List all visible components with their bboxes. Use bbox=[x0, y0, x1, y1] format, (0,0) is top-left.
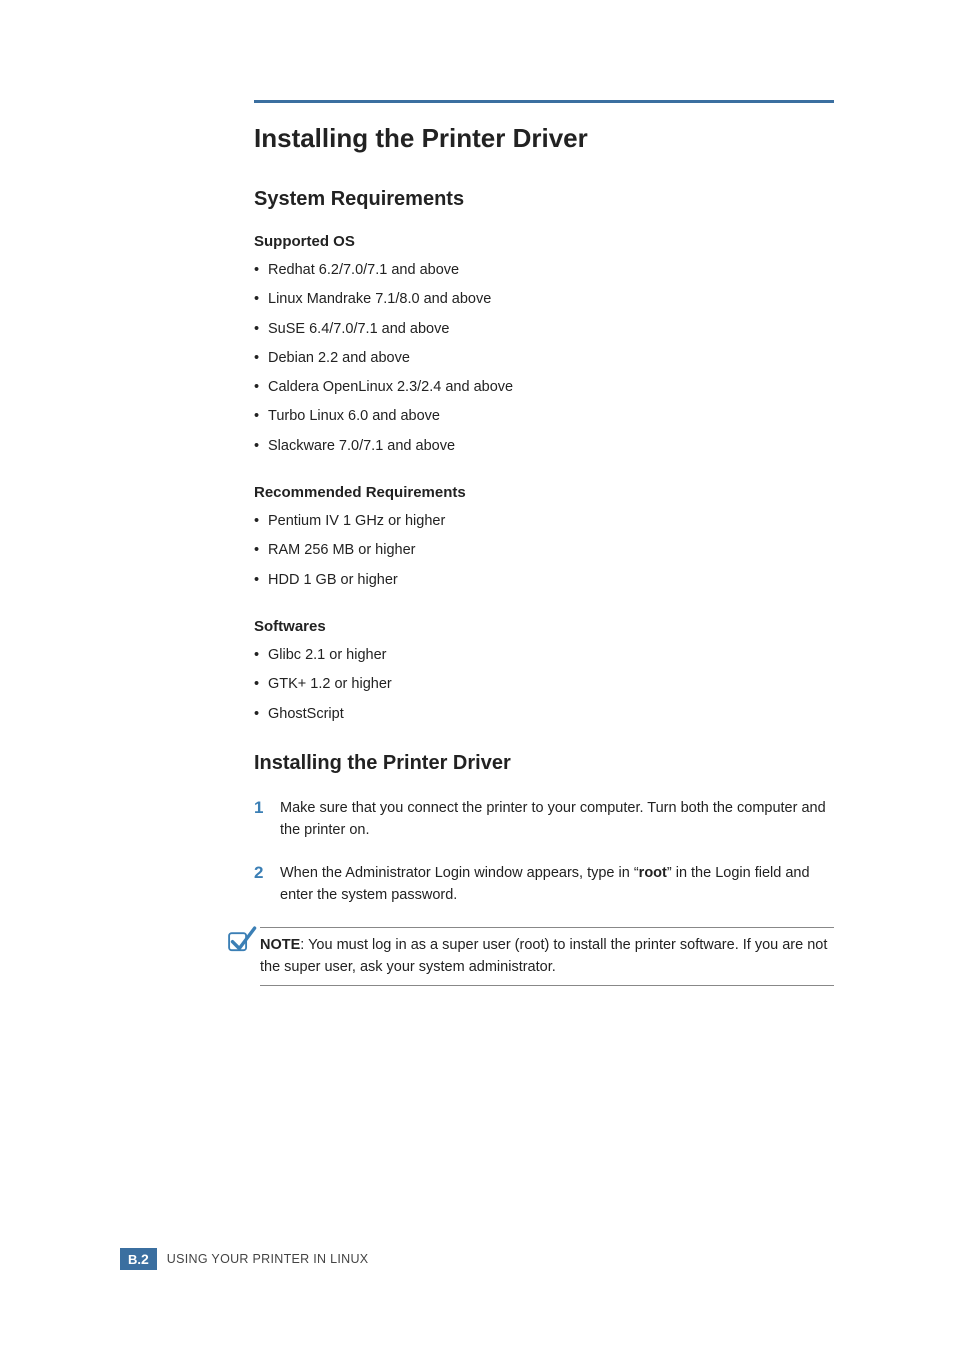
supported-os-list: Redhat 6.2/7.0/7.1 and above Linux Mandr… bbox=[254, 260, 834, 456]
list-item: Linux Mandrake 7.1/8.0 and above bbox=[254, 289, 834, 309]
list-item: Caldera OpenLinux 2.3/2.4 and above bbox=[254, 377, 834, 397]
list-item: HDD 1 GB or higher bbox=[254, 570, 834, 590]
recommended-list: Pentium IV 1 GHz or higher RAM 256 MB or… bbox=[254, 511, 834, 590]
list-item: Turbo Linux 6.0 and above bbox=[254, 406, 834, 426]
page-footer: B.2 USING YOUR PRINTER IN LINUX bbox=[120, 1248, 368, 1270]
list-item: RAM 256 MB or higher bbox=[254, 540, 834, 560]
step-text-bold: root bbox=[639, 865, 667, 881]
list-item: Pentium IV 1 GHz or higher bbox=[254, 511, 834, 531]
subheading-recommended: Recommended Requirements bbox=[254, 484, 834, 501]
accent-rule bbox=[254, 100, 834, 103]
note-text: NOTE: You must log in as a super user (r… bbox=[260, 927, 834, 986]
list-item: GhostScript bbox=[254, 704, 834, 724]
note-body: : You must log in as a super user (root)… bbox=[260, 937, 827, 975]
list-item: Slackware 7.0/7.1 and above bbox=[254, 436, 834, 456]
badge-prefix: B. bbox=[128, 1252, 141, 1267]
list-item: Redhat 6.2/7.0/7.1 and above bbox=[254, 260, 834, 280]
footer-text: USING YOUR PRINTER IN LINUX bbox=[167, 1252, 369, 1266]
list-item: Debian 2.2 and above bbox=[254, 348, 834, 368]
step-text: When the Administrator Login window appe… bbox=[280, 862, 834, 907]
list-item: SuSE 6.4/7.0/7.1 and above bbox=[254, 319, 834, 339]
page-title: Installing the Printer Driver bbox=[254, 123, 834, 154]
step-1: 1 Make sure that you connect the printer… bbox=[254, 797, 834, 842]
step-number: 2 bbox=[254, 862, 280, 884]
subheading-softwares: Softwares bbox=[254, 618, 834, 635]
badge-number: 2 bbox=[141, 1251, 149, 1267]
list-item: GTK+ 1.2 or higher bbox=[254, 674, 834, 694]
step-text-pre: When the Administrator Login window appe… bbox=[280, 865, 639, 881]
subheading-supported-os: Supported OS bbox=[254, 233, 834, 250]
note-block: NOTE: You must log in as a super user (r… bbox=[224, 927, 834, 986]
step-2: 2 When the Administrator Login window ap… bbox=[254, 862, 834, 907]
section-heading-install: Installing the Printer Driver bbox=[254, 752, 834, 775]
checkmark-icon bbox=[224, 923, 258, 962]
softwares-list: Glibc 2.1 or higher GTK+ 1.2 or higher G… bbox=[254, 645, 834, 724]
section-heading-requirements: System Requirements bbox=[254, 188, 834, 211]
page-badge: B.2 bbox=[120, 1248, 157, 1270]
note-label: NOTE bbox=[260, 937, 300, 953]
step-text: Make sure that you connect the printer t… bbox=[280, 797, 834, 842]
list-item: Glibc 2.1 or higher bbox=[254, 645, 834, 665]
step-number: 1 bbox=[254, 797, 280, 819]
